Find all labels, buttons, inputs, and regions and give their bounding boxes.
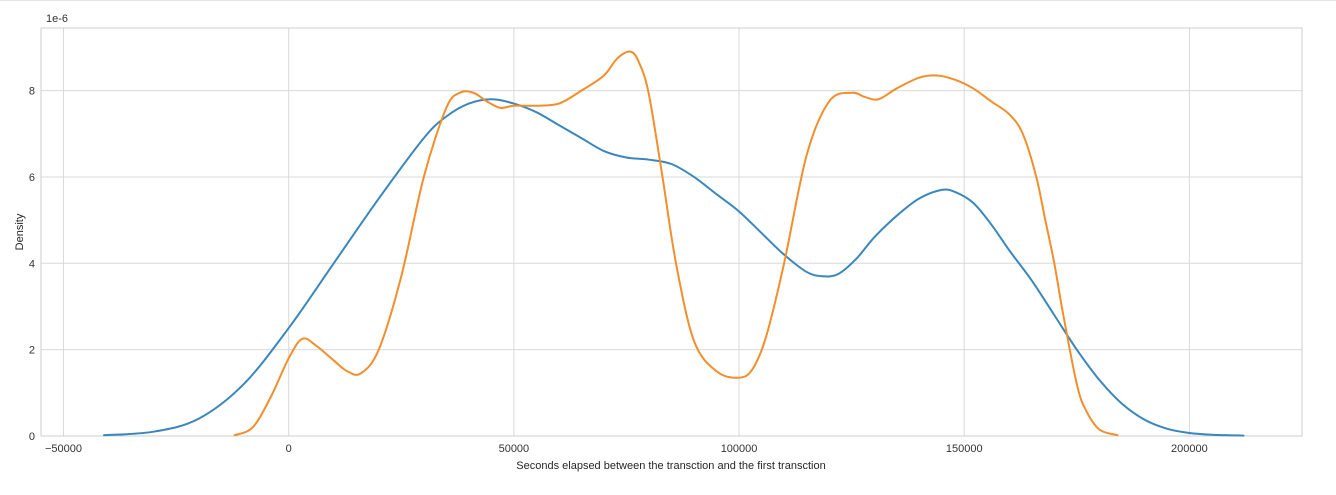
x-tick-label: 150000: [946, 443, 983, 455]
x-tick-label: −50000: [45, 443, 82, 455]
y-tick-label: 4: [29, 258, 35, 270]
y-axis-label: Density: [14, 213, 26, 250]
x-tick-labels: −50000 0 50000 100000 150000 200000: [45, 443, 1208, 455]
y-tick-label: 0: [29, 431, 35, 443]
x-tick-label: 100000: [721, 443, 758, 455]
x-tick-label: 50000: [499, 443, 530, 455]
x-tick-label: 0: [286, 443, 292, 455]
y-gridlines: [41, 90, 1302, 437]
x-axis-label: Seconds elapsed between the transction a…: [516, 460, 825, 472]
y-tick-label: 8: [29, 86, 35, 98]
series-line-2: [233, 50, 1119, 437]
top-border: [0, 0, 1336, 1]
x-gridlines: [63, 28, 1190, 436]
series-line-1: [103, 98, 1245, 437]
y-offset-text: 1e-6: [46, 13, 68, 25]
plot-frame: [40, 27, 1303, 437]
series-lines: [103, 50, 1245, 437]
x-tick-label: 200000: [1171, 443, 1208, 455]
y-tick-labels: 0 2 4 6 8: [29, 86, 35, 443]
y-tick-label: 6: [29, 172, 35, 184]
y-tick-label: 2: [29, 345, 35, 357]
